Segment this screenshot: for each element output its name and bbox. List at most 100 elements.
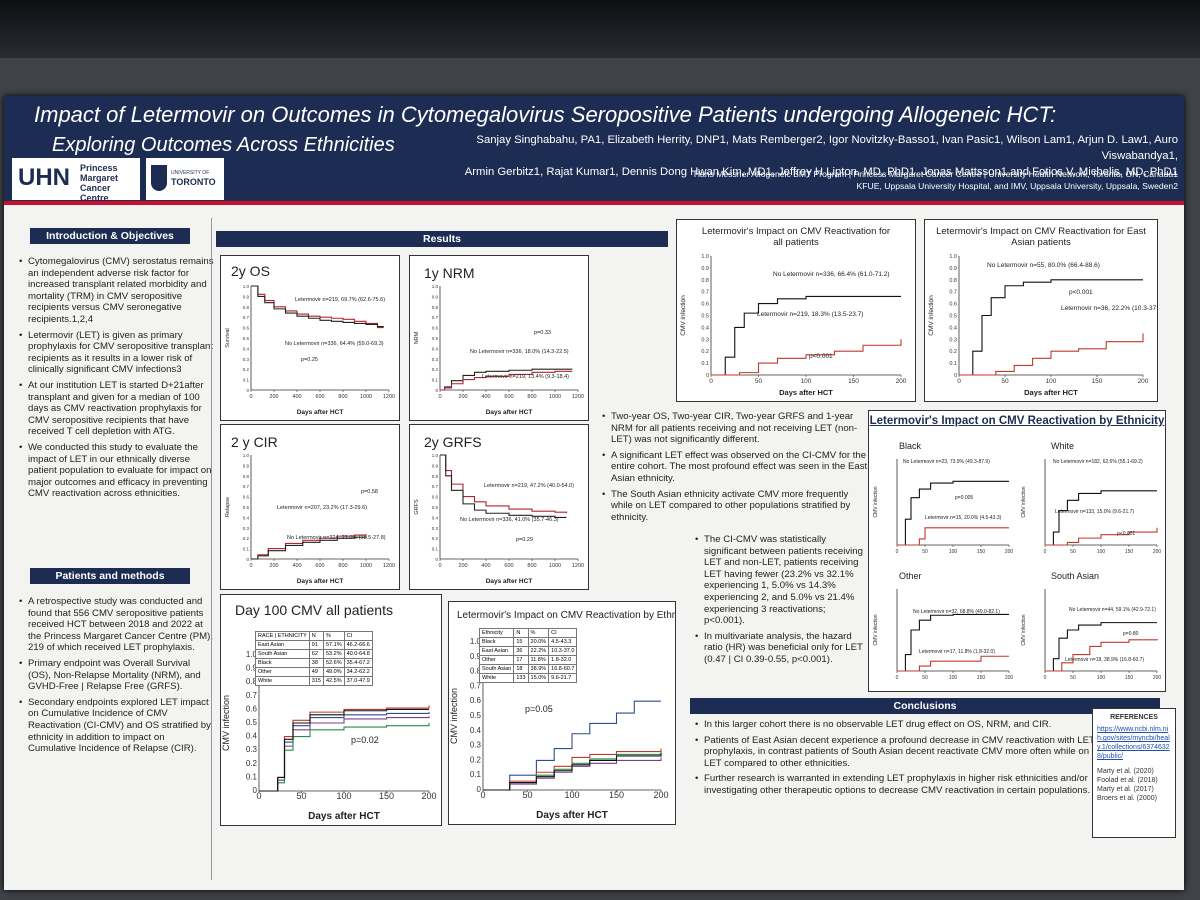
y-tick-label: 0.8 <box>243 474 250 479</box>
y-tick-label: 0.8 <box>243 305 250 310</box>
table-cell: White <box>478 673 515 683</box>
chart-annotation: Letermovir n=219, 13.4% (9.3-18.4) <box>482 374 569 380</box>
y-tick-label: 0.6 <box>949 302 957 308</box>
chart-title: Black <box>899 441 922 451</box>
table-row: South Asian 18 38.9% 16.8-60.7 <box>478 664 578 674</box>
series-line <box>897 655 1009 672</box>
y-tick-label: 0.5 <box>243 505 250 510</box>
chart-other: Other 0 50 100 150 200 CMV infection No Letermo… <box>873 571 1013 681</box>
y-tick-label: 0.5 <box>949 314 957 320</box>
y-tick-label: 0.2 <box>701 349 709 355</box>
table-cell: 35.4-67.2 <box>343 658 373 668</box>
series-line <box>259 723 430 792</box>
table-cell: Other <box>255 667 310 677</box>
table-cell: Black <box>255 658 310 668</box>
chart-title: 1y NRM <box>424 265 475 281</box>
y-tick-label: 0.3 <box>949 337 957 343</box>
chart-title: Day 100 CMV all patients <box>235 602 393 618</box>
x-axis-label: Days after HCT <box>297 409 344 416</box>
y-axis-label: CMV infection <box>680 295 687 336</box>
x-tick-label: 50 <box>1070 675 1076 681</box>
y-tick-label: 0.6 <box>246 704 258 713</box>
chart-panel-all: Letermovir's Impact on CMV Reactivation … <box>676 219 916 402</box>
x-tick-label: 100 <box>1046 378 1057 385</box>
y-tick-label: 1.0 <box>432 453 439 458</box>
x-axis-label: Days after HCT <box>486 578 533 585</box>
series-line <box>711 339 902 376</box>
reference-item: Broers et al. (2000) <box>1097 795 1157 802</box>
x-tick-label: 200 <box>653 790 668 800</box>
y-tick-label: 0.4 <box>246 732 258 741</box>
table-cell: 315 <box>308 676 324 686</box>
conclusion-bullet: In this larger cohort there is no observ… <box>695 719 1104 731</box>
chart-panel-eastasian: Letermovir's Impact on CMV Reactivation … <box>924 219 1164 402</box>
table-cell: 17 <box>513 655 529 665</box>
y-tick-label: 0.8 <box>949 278 957 284</box>
x-tick-label: 200 <box>458 394 467 400</box>
ethnicity-table: RACE | ETHNICITY N% CI East Asian 91 57.1% 46.… <box>255 631 373 686</box>
table-cell: 4.5-43.3 <box>548 637 578 647</box>
series-line <box>259 708 429 792</box>
table-cell: 15.0% <box>527 673 550 683</box>
series-line <box>251 534 367 560</box>
chart-annotation: Letermovir n=207, 23.2% (17.3-29.6) <box>277 505 367 511</box>
x-tick-label: 1000 <box>360 394 372 400</box>
table-cell: East Asian <box>255 640 310 650</box>
x-tick-label: 200 <box>1138 378 1149 385</box>
x-axis-label: Days after HCT <box>536 810 608 821</box>
x-tick-label: 150 <box>379 791 394 801</box>
y-tick-label: 0.9 <box>243 463 250 468</box>
y-tick-label: 0.6 <box>432 326 439 331</box>
series-line <box>897 480 1009 546</box>
x-axis-label: Days after HCT <box>1024 388 1078 397</box>
table-row: Black 38 52.6% 35.4-67.2 <box>255 658 373 668</box>
table-cell: 15 <box>513 637 529 647</box>
series-line <box>483 700 661 791</box>
table-row: East Asian 91 57.1% 46.2-66.6 <box>255 640 373 650</box>
y-tick-label: 0.9 <box>432 463 439 468</box>
x-tick-label: 200 <box>1153 549 1162 555</box>
x-tick-label: 1000 <box>360 563 372 569</box>
chart-annotation: p=0.29 <box>516 537 533 543</box>
y-tick-label: 0.5 <box>432 336 439 341</box>
table-row: White 315 42.5% 37.0-47.9 <box>255 676 373 686</box>
y-tick-label: 1.0 <box>949 254 957 260</box>
y-tick-label: 0.3 <box>701 337 709 343</box>
series-line <box>251 285 384 329</box>
table-header-cell: % <box>322 631 345 641</box>
chart-annotation: No Letermovir n=336, 18.0% (14.3-22.5) <box>470 349 569 355</box>
y-tick-label: 0.4 <box>243 346 250 351</box>
series-line <box>440 370 573 391</box>
y-tick-label: 0 <box>706 373 709 379</box>
chart-annotation: p=0.58 <box>361 489 378 495</box>
y-tick-label: 0.5 <box>243 336 250 341</box>
chart-annotation: p<0.001 <box>1069 289 1093 296</box>
chart-os: 2y OS 0 200 400 600 800 1000 1200 0 0.1 0.2 0.3 0.4 0… <box>225 263 395 416</box>
methods-bullet: Primary endpoint was Overall Survival (O… <box>19 658 214 693</box>
table-row: Black 15 20.0% 4.5-43.3 <box>478 637 578 647</box>
y-tick-label: 0.2 <box>949 349 957 355</box>
series-line <box>483 757 662 791</box>
chart-annotation: Letermovir n=18, 38.9% (16.8-60.7) <box>1065 657 1144 663</box>
x-tick-label: 100 <box>1097 549 1106 555</box>
series-line <box>440 454 567 518</box>
authors-line2: Armin Gerbitz1, Rajat Kumar1, Dennis Don… <box>464 166 1178 178</box>
chart-title: Letermovir's Impact on CMV Reactivation … <box>936 226 1146 237</box>
chart-annotation: No Letermovir n=44, 59.1% (42.9-72.1) <box>1069 607 1156 613</box>
chart-title: Letermovir's Impact on CMV Reactivation … <box>457 610 675 621</box>
references-link[interactable]: https://www.ncbi.nlm.nih.gov/sites/myncb… <box>1097 726 1170 760</box>
methods-bullets: A retrospective study was conducted and … <box>18 596 214 759</box>
x-tick-label: 50 <box>922 549 928 555</box>
table-row: Other 17 11.8% 1.8-32.0 <box>478 655 578 665</box>
x-axis-label: Days after HCT <box>297 578 344 585</box>
y-axis-label: CMV infection <box>1021 614 1027 645</box>
table-cell: 62 <box>308 649 324 659</box>
chart-annotation: No Letermovir n=182, 62.6% (55.1-69.2) <box>1053 459 1143 465</box>
chart-black: Black 0 50 100 150 200 CMV infection No Letermo… <box>873 441 1013 555</box>
x-tick-label: 150 <box>977 549 986 555</box>
y-tick-label: 0.3 <box>470 741 482 750</box>
y-tick-label: 0.1 <box>432 378 439 383</box>
chart-annotation: Letermovir n=17, 11.8% (1.8-32.0) <box>919 649 995 655</box>
chart-annotation: Letermovir n=133, 15.0% (9.6-21.7) <box>1055 509 1134 515</box>
y-tick-label: 0.6 <box>243 326 250 331</box>
